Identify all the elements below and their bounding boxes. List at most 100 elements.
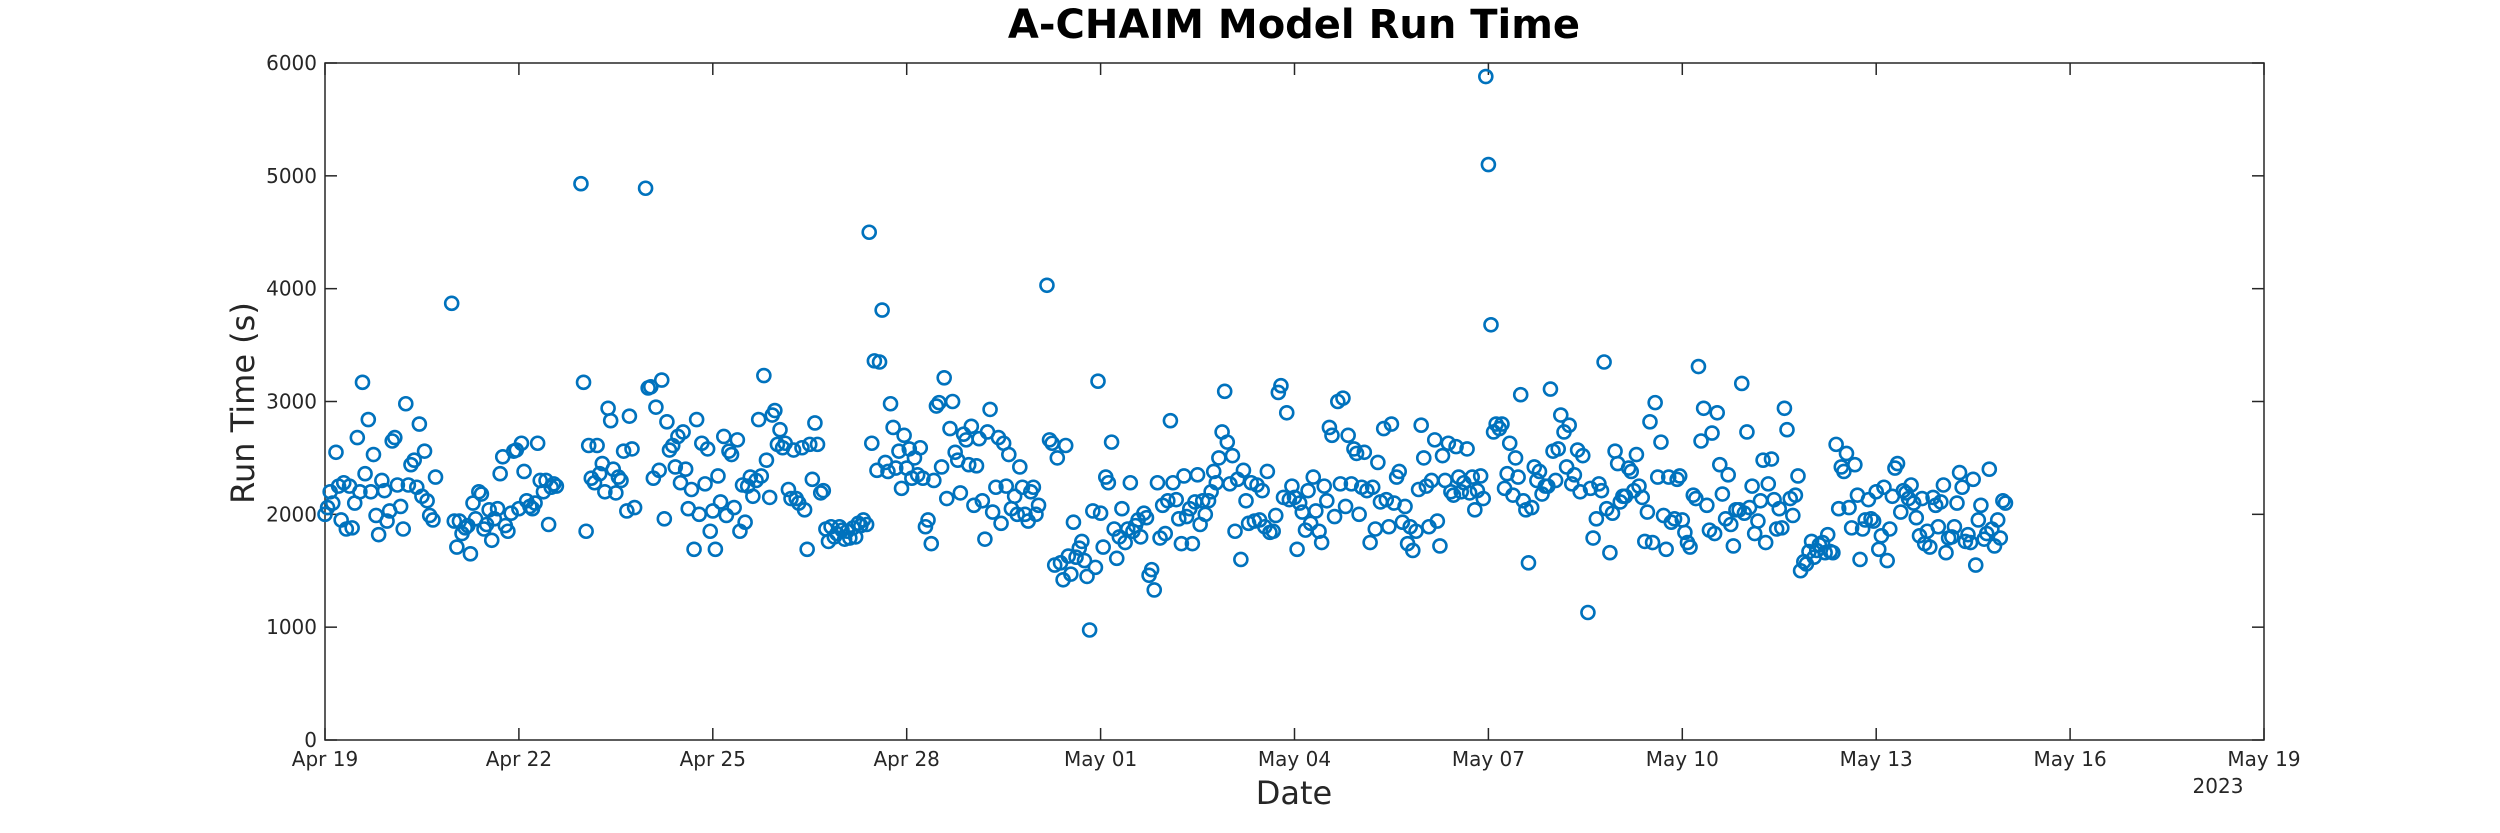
data-point: [1671, 468, 1688, 484]
data-point: [406, 452, 422, 468]
data-point: [1014, 479, 1031, 496]
data-point: [1580, 604, 1596, 621]
data-point: [1224, 447, 1241, 464]
data-point: [1634, 489, 1651, 506]
data-point: [597, 483, 613, 500]
data-point: [761, 489, 778, 506]
data-point: [1847, 456, 1863, 473]
data-point: [1057, 437, 1074, 454]
data-point: [1103, 434, 1120, 450]
data-point: [1857, 512, 1874, 528]
data-point: [1523, 499, 1540, 516]
data-point: [1100, 474, 1117, 491]
data-point: [1171, 511, 1187, 527]
data-point: [357, 465, 373, 482]
data-point: [1854, 521, 1871, 537]
data-point: [1774, 520, 1790, 536]
data-point: [688, 411, 705, 428]
data-point: [1841, 499, 1857, 516]
x-tick-label: May 07: [1452, 747, 1525, 771]
data-point: [984, 504, 1001, 520]
data-point: [1319, 492, 1335, 509]
data-point: [1085, 503, 1101, 519]
data-point: [812, 485, 829, 501]
data-point: [1704, 425, 1720, 441]
data-point: [1370, 454, 1386, 471]
data-point: [527, 495, 543, 511]
data-point: [1335, 390, 1351, 406]
data-point: [1628, 446, 1645, 463]
data-point: [896, 427, 912, 444]
data-point: [1092, 505, 1109, 522]
data-point: [591, 465, 608, 482]
data-point: [1356, 444, 1373, 461]
data-point: [1165, 474, 1181, 491]
data-point: [1060, 548, 1077, 564]
data-point: [1146, 582, 1163, 598]
data-point: [1041, 432, 1058, 448]
data-point: [1552, 407, 1569, 423]
data-point: [1760, 476, 1777, 492]
data-point: [1383, 416, 1400, 432]
data-point: [1434, 447, 1451, 464]
data-point: [1440, 435, 1457, 452]
data-point: [648, 399, 664, 415]
data-point: [799, 541, 815, 558]
data-point: [712, 494, 729, 510]
data-point: [1574, 447, 1591, 464]
data-point: [982, 401, 998, 418]
data-point: [1550, 441, 1567, 457]
data-point: [651, 462, 667, 479]
data-point: [1074, 533, 1090, 550]
data-point: [1168, 491, 1185, 508]
data-point: [675, 424, 691, 440]
data-point: [1682, 539, 1698, 555]
x-tick-label: Apr 22: [486, 747, 552, 771]
data-point: [1699, 497, 1715, 514]
data-point: [1227, 523, 1243, 540]
data-point: [1720, 467, 1736, 483]
data-point: [1278, 404, 1295, 421]
data-point: [745, 488, 761, 505]
x-tick-label: Apr 19: [292, 747, 358, 771]
data-point: [1585, 530, 1601, 546]
data-point: [917, 518, 934, 535]
data-point: [1647, 394, 1663, 411]
x-tick-label: May 01: [1064, 747, 1137, 771]
data-point: [756, 367, 772, 384]
data-point: [977, 531, 993, 547]
data-point: [1954, 479, 1970, 496]
data-point: [1649, 469, 1666, 485]
data-point: [1267, 507, 1284, 524]
data-point: [1520, 555, 1537, 571]
data-point: [1591, 476, 1607, 492]
data-point: [1238, 492, 1254, 509]
data-point: [1542, 381, 1559, 397]
data-point: [384, 433, 401, 449]
data-point: [1270, 384, 1287, 401]
data-point: [893, 480, 910, 497]
data-point: [912, 439, 929, 456]
data-point: [1028, 506, 1044, 523]
data-point: [1030, 497, 1047, 514]
data-point: [1313, 534, 1330, 551]
data-point: [1563, 476, 1580, 492]
data-point: [1233, 551, 1249, 568]
data-point: [944, 393, 961, 410]
y-tick-label: 0: [304, 728, 317, 752]
data-point: [1757, 534, 1774, 551]
data-point: [374, 472, 390, 489]
data-point: [942, 420, 958, 437]
data-point: [1596, 354, 1612, 370]
data-point: [1049, 450, 1066, 466]
data-point: [1149, 474, 1166, 491]
data-point: [842, 530, 858, 546]
data-point: [580, 437, 597, 454]
data-point: [801, 436, 818, 453]
y-tick-label: 4000: [266, 277, 317, 301]
data-point: [718, 507, 735, 524]
data-point: [926, 472, 942, 489]
data-point: [338, 521, 355, 537]
data-point: [753, 468, 770, 484]
data-point: [1688, 490, 1704, 507]
